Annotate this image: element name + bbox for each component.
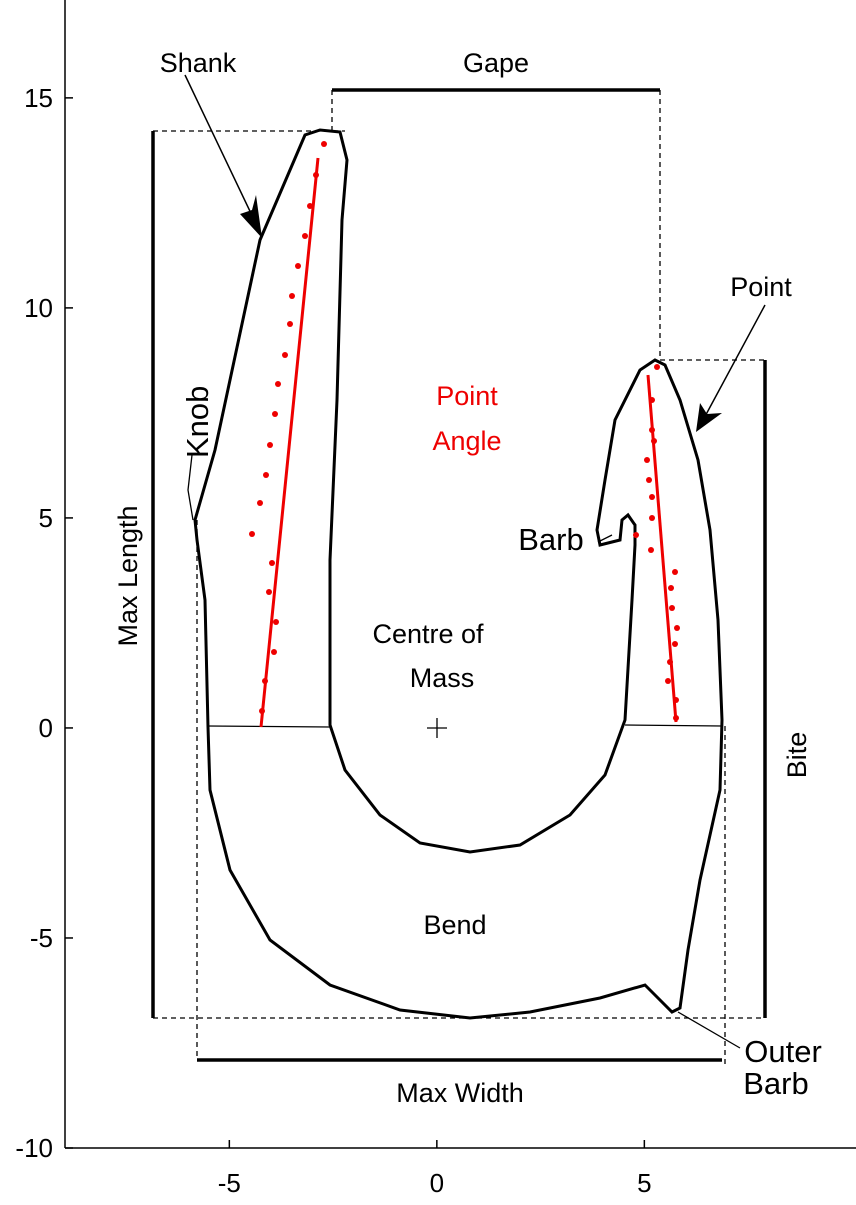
x-tick-label: 0 xyxy=(430,1168,444,1198)
label: Point xyxy=(436,381,498,411)
leader xyxy=(677,1011,741,1049)
label: Max Length xyxy=(113,505,143,646)
y-tick-label: 15 xyxy=(24,83,53,113)
leader xyxy=(187,454,194,521)
axes: -5 0 5 -10 -5 0 5 10 15 xyxy=(15,0,856,1198)
leader xyxy=(184,74,259,229)
label: Shank xyxy=(160,48,237,78)
section-line xyxy=(624,724,723,727)
y-tick-label: -5 xyxy=(30,923,53,953)
y-tick-label: 5 xyxy=(39,503,53,533)
label: Barb xyxy=(518,522,583,557)
label: Barb xyxy=(743,1066,808,1101)
measures xyxy=(151,88,767,1062)
arrowhead xyxy=(696,403,722,432)
arrowhead xyxy=(240,195,262,238)
y-tick-label: 10 xyxy=(24,293,53,323)
label: Point xyxy=(730,272,792,302)
label: Mass xyxy=(410,663,475,693)
x-tick-label: 5 xyxy=(637,1168,651,1198)
y-tick-label: -10 xyxy=(15,1133,53,1163)
leader xyxy=(701,304,766,423)
hook-outline xyxy=(193,128,724,1020)
label: Angle xyxy=(432,426,501,456)
x-tick-label: -5 xyxy=(218,1168,241,1198)
centre-marker xyxy=(427,718,447,738)
angle-dots xyxy=(249,141,680,721)
y-tick-label: 0 xyxy=(39,713,53,743)
label: Knob xyxy=(180,386,215,458)
leader xyxy=(597,534,613,543)
label: Centre of xyxy=(372,619,484,649)
label: Bite xyxy=(782,732,812,779)
label: Gape xyxy=(463,48,529,78)
label: Max Width xyxy=(396,1078,524,1108)
label: Outer xyxy=(744,1034,822,1069)
label: Bend xyxy=(423,910,486,940)
section-line xyxy=(207,725,331,728)
angle-line xyxy=(259,157,320,728)
